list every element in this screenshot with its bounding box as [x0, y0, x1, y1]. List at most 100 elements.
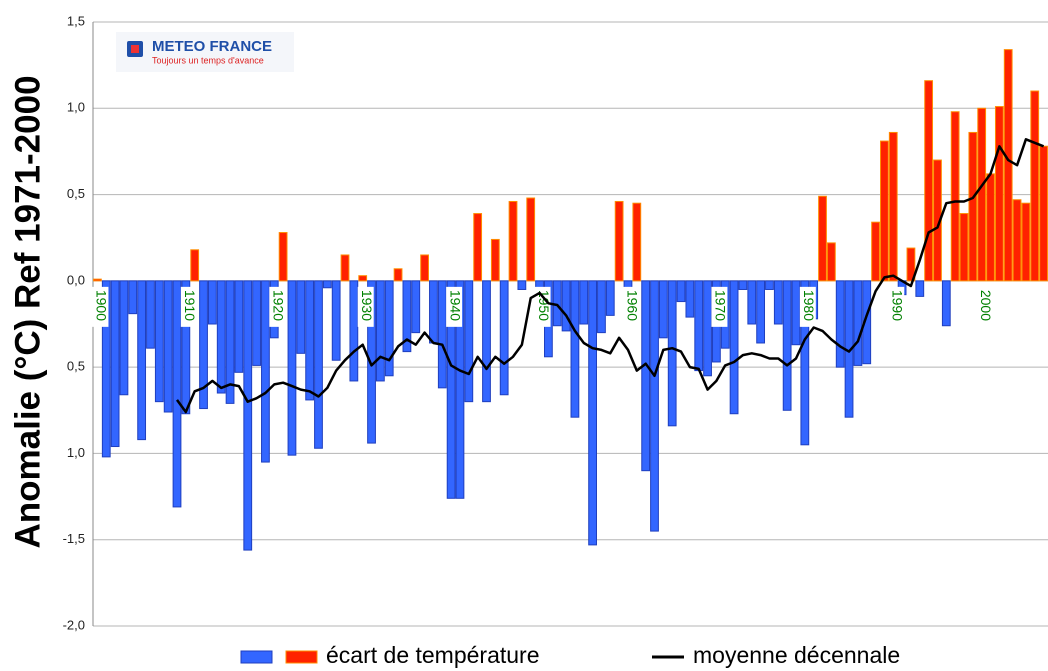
- x-tick-label-background: [799, 286, 816, 327]
- bar: [261, 280, 270, 463]
- bar: [650, 280, 659, 532]
- bar: [190, 249, 200, 282]
- bar: [968, 131, 978, 282]
- bar: [835, 280, 845, 368]
- x-tick-label-background: [357, 286, 374, 327]
- bar: [729, 280, 739, 415]
- bar: [154, 280, 164, 403]
- bar: [880, 140, 889, 282]
- bar: [588, 280, 597, 546]
- x-tick-label: 1980: [801, 290, 817, 321]
- bar: [773, 280, 783, 325]
- bar: [243, 280, 253, 551]
- legend-swatch-negative: [240, 650, 273, 664]
- bar: [101, 280, 111, 458]
- bar: [517, 280, 527, 290]
- bar: [915, 280, 925, 297]
- bar: [933, 159, 942, 282]
- bar: [570, 280, 580, 418]
- bar: [207, 280, 217, 325]
- bar: [826, 242, 836, 282]
- bar: [862, 280, 872, 365]
- x-tick-label: 1970: [713, 290, 729, 321]
- bar: [393, 268, 403, 282]
- bar: [499, 280, 509, 396]
- x-tick-label-background: [269, 286, 286, 327]
- x-tick-label-background: [711, 286, 728, 327]
- x-tick-label: 1950: [536, 290, 552, 321]
- y-tick-label: -1,5: [63, 531, 85, 546]
- logo: METEO FRANCE Toujours un temps d'avance: [116, 32, 294, 72]
- bar: [871, 221, 880, 282]
- line-layer: [175, 138, 1045, 414]
- x-tick-label: 1940: [447, 290, 463, 321]
- bar: [924, 80, 934, 282]
- x-tick-label: 1960: [624, 290, 640, 321]
- bar: [420, 254, 429, 282]
- bar: [818, 195, 827, 282]
- x-label-layer: 1900 1910 1920 1930 1940 1950 1960 1970 1980 1990…: [92, 286, 994, 327]
- x-tick-label-background: [976, 286, 993, 327]
- legend-swatch-positive: [285, 650, 318, 664]
- bar: [384, 280, 394, 377]
- bar: [429, 280, 438, 344]
- bar: [411, 280, 421, 334]
- bar: [464, 280, 474, 403]
- x-tick-label: 1990: [890, 290, 906, 321]
- bar: [685, 280, 695, 318]
- bar: [526, 197, 536, 282]
- x-tick-label: 1900: [94, 290, 110, 321]
- bar: [490, 238, 500, 282]
- bar: [234, 280, 244, 373]
- bar: [278, 232, 288, 282]
- bar: [641, 280, 651, 472]
- x-tick-label-background: [446, 286, 463, 327]
- bar: [181, 280, 191, 415]
- bar: [977, 107, 987, 282]
- logo-tagline: Toujours un temps d'avance: [152, 55, 264, 65]
- x-tick-label-background: [888, 286, 905, 327]
- bar: [146, 280, 155, 349]
- bar: [482, 280, 491, 403]
- bar: [216, 280, 226, 394]
- bar: [225, 280, 235, 404]
- bar: [597, 280, 606, 334]
- bar: [322, 280, 332, 289]
- bar: [172, 280, 182, 508]
- bar: [358, 275, 368, 282]
- bar: [331, 280, 341, 361]
- logo-background: [116, 32, 294, 72]
- bar: [632, 202, 642, 282]
- legend-label: moyenne décennale: [693, 642, 900, 668]
- bar: [296, 280, 306, 354]
- bar: [605, 280, 615, 316]
- bar: [375, 280, 385, 382]
- bar: [782, 280, 792, 411]
- bar: [340, 254, 350, 282]
- bar: [906, 247, 916, 282]
- bar: [1012, 199, 1022, 282]
- bar: [252, 280, 261, 366]
- bar: [994, 106, 1004, 282]
- bar: [119, 280, 129, 396]
- logo-icon-inner: [131, 45, 139, 53]
- bar: [1003, 49, 1013, 282]
- bar: [199, 280, 208, 410]
- bar: [1021, 202, 1031, 282]
- bar: [128, 280, 138, 315]
- x-tick-label-background: [622, 286, 639, 327]
- bar: [888, 131, 898, 282]
- bar: [561, 280, 571, 332]
- bar: [738, 280, 748, 290]
- bar: [163, 280, 173, 413]
- bar: [765, 280, 774, 290]
- x-tick-label-background: [180, 286, 197, 327]
- y-tick-label: 0,0: [67, 272, 85, 287]
- bar: [667, 280, 677, 427]
- bar: [402, 280, 412, 353]
- bar: [791, 280, 801, 346]
- y-tick-label: 1,5: [67, 13, 85, 28]
- bar: [950, 111, 960, 282]
- bar: [614, 200, 624, 282]
- bar: [694, 280, 704, 372]
